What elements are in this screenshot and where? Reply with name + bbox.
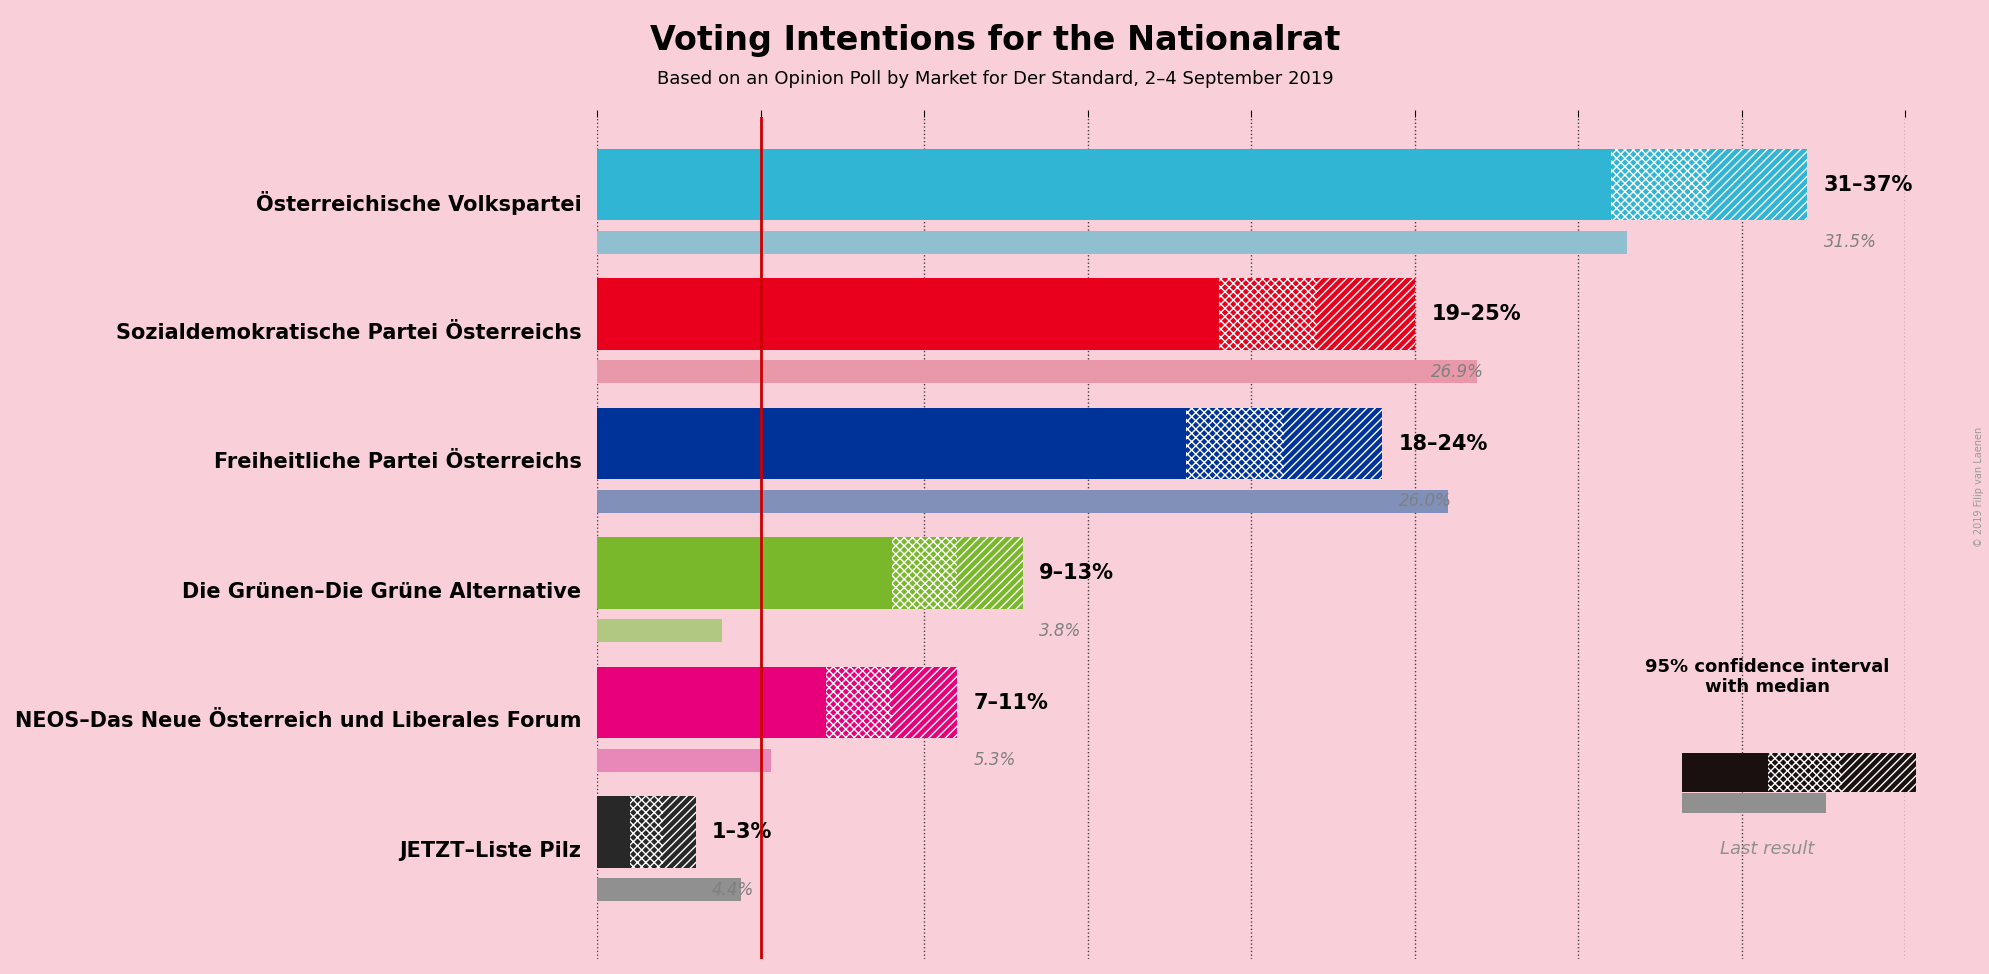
Text: 5.3%: 5.3%	[973, 751, 1014, 769]
Bar	[597, 749, 770, 771]
Bar	[1217, 279, 1317, 350]
Text: Last result: Last result	[1718, 841, 1814, 858]
Text: Based on an Opinion Poll by Market for Der Standard, 2–4 September 2019: Based on an Opinion Poll by Market for D…	[656, 70, 1333, 88]
Bar	[1681, 794, 1826, 813]
Bar	[1842, 753, 1915, 793]
Bar	[1681, 753, 1766, 793]
Text: 31–37%: 31–37%	[1822, 174, 1911, 195]
Bar	[957, 538, 1022, 609]
Bar	[597, 797, 631, 868]
Text: 95% confidence interval
with median: 95% confidence interval with median	[1645, 657, 1888, 696]
Bar	[825, 667, 891, 738]
Text: 18–24%: 18–24%	[1398, 433, 1488, 454]
Bar	[597, 619, 722, 643]
Text: 1–3%: 1–3%	[712, 822, 772, 843]
Bar	[1766, 753, 1842, 793]
Bar	[631, 797, 662, 868]
Text: 26.0%: 26.0%	[1398, 492, 1450, 510]
Bar	[597, 408, 1185, 479]
Text: 7–11%: 7–11%	[973, 693, 1048, 713]
Text: 9–13%: 9–13%	[1038, 563, 1114, 583]
Bar	[597, 490, 1446, 513]
Text: Voting Intentions for the Nationalrat: Voting Intentions for the Nationalrat	[650, 24, 1339, 57]
Bar	[1709, 149, 1806, 220]
Bar	[891, 667, 957, 738]
Text: 31.5%: 31.5%	[1822, 233, 1876, 251]
Bar	[1283, 408, 1382, 479]
Text: 26.9%: 26.9%	[1430, 362, 1484, 381]
Bar	[891, 538, 957, 609]
Bar	[597, 667, 825, 738]
Text: 4.4%: 4.4%	[712, 880, 754, 899]
Bar	[1611, 149, 1709, 220]
Text: © 2019 Filip van Laenen: © 2019 Filip van Laenen	[1973, 427, 1983, 547]
Bar	[597, 279, 1217, 350]
Bar	[597, 538, 891, 609]
Bar	[1317, 279, 1414, 350]
Bar	[662, 797, 696, 868]
Bar	[597, 360, 1476, 384]
Bar	[597, 149, 1611, 220]
Bar	[597, 879, 742, 901]
Bar	[597, 231, 1627, 254]
Bar	[1185, 408, 1283, 479]
Text: 3.8%: 3.8%	[1038, 621, 1080, 640]
Text: 19–25%: 19–25%	[1430, 304, 1520, 324]
